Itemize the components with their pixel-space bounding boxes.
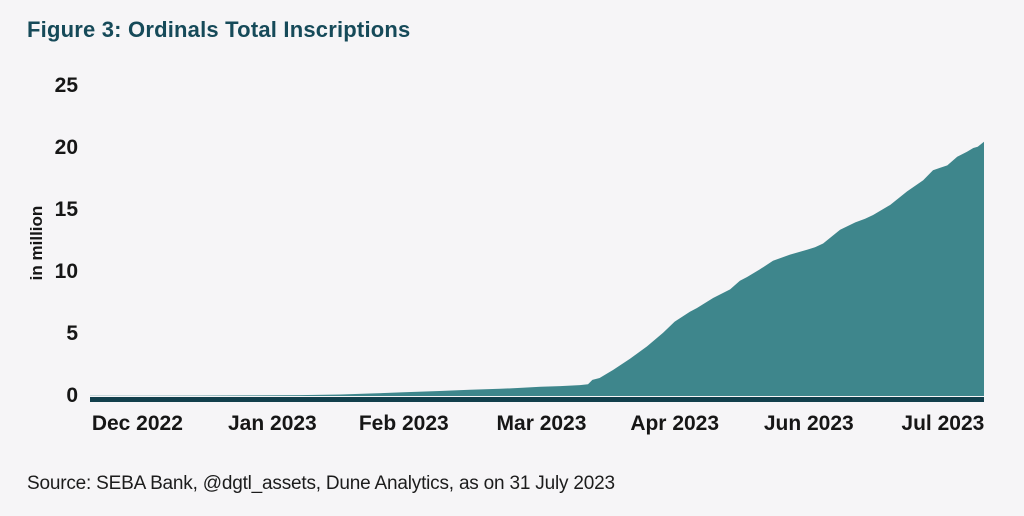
source-note: Source: SEBA Bank, @dgtl_assets, Dune An… xyxy=(27,473,615,494)
y-tick-label: 20 xyxy=(54,136,78,159)
inscriptions-area-chart xyxy=(90,141,984,402)
x-tick-label: Dec 2022 xyxy=(91,412,183,435)
y-tick-label: 15 xyxy=(54,198,78,221)
x-tick-label: Jan 2023 xyxy=(228,412,317,435)
x-tick-label: Feb 2023 xyxy=(358,412,449,435)
x-tick-label: Jun 2023 xyxy=(763,412,854,435)
y-tick-label: 5 xyxy=(66,322,78,345)
x-tick-label: Jul 2023 xyxy=(901,412,985,435)
y-tick-label: 0 xyxy=(66,384,78,407)
x-tick-label: Mar 2023 xyxy=(496,412,587,435)
y-tick-label: 25 xyxy=(54,74,78,97)
y-tick-label: 10 xyxy=(54,260,78,283)
x-axis-line xyxy=(90,397,984,402)
x-tick-label: Apr 2023 xyxy=(630,412,720,435)
area-series-shape xyxy=(90,141,984,396)
figure-title: Figure 3: Ordinals Total Inscriptions xyxy=(27,17,411,42)
